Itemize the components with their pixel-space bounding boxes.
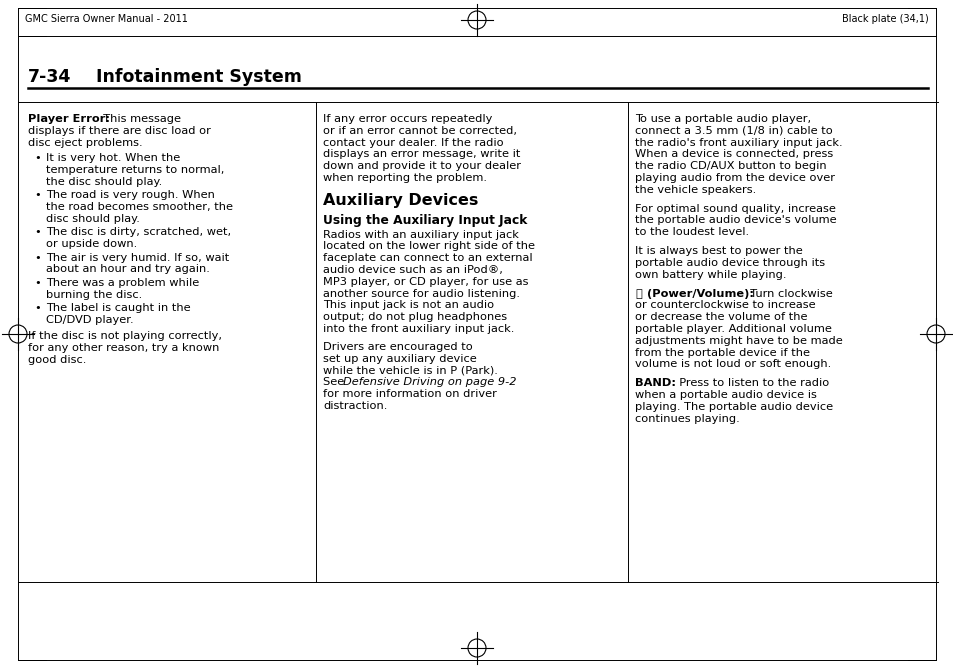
Text: displays if there are disc load or: displays if there are disc load or	[28, 126, 211, 136]
Text: •: •	[34, 227, 41, 237]
Text: good disc.: good disc.	[28, 355, 87, 365]
Text: If any error occurs repeatedly: If any error occurs repeatedly	[323, 114, 492, 124]
Text: portable player. Additional volume: portable player. Additional volume	[635, 324, 831, 334]
Text: Turn clockwise: Turn clockwise	[742, 289, 832, 299]
Text: •: •	[34, 153, 41, 163]
Text: The air is very humid. If so, wait: The air is very humid. If so, wait	[46, 253, 229, 263]
Text: Radios with an auxiliary input jack: Radios with an auxiliary input jack	[323, 230, 518, 240]
Text: the radio CD/AUX button to begin: the radio CD/AUX button to begin	[635, 161, 825, 171]
Text: Auxiliary Devices: Auxiliary Devices	[323, 193, 477, 208]
Text: burning the disc.: burning the disc.	[46, 290, 142, 300]
Text: the radio's front auxiliary input jack.: the radio's front auxiliary input jack.	[635, 138, 841, 148]
Text: from the portable device if the: from the portable device if the	[635, 347, 809, 357]
Text: playing. The portable audio device: playing. The portable audio device	[635, 402, 832, 412]
Text: This input jack is not an audio: This input jack is not an audio	[323, 301, 494, 311]
Text: for more information on driver: for more information on driver	[323, 389, 497, 399]
Text: There was a problem while: There was a problem while	[46, 278, 199, 288]
Text: portable audio device through its: portable audio device through its	[635, 258, 824, 268]
Text: The label is caught in the: The label is caught in the	[46, 303, 191, 313]
Text: into the front auxiliary input jack.: into the front auxiliary input jack.	[323, 324, 514, 334]
Text: See: See	[323, 377, 348, 387]
Text: or decrease the volume of the: or decrease the volume of the	[635, 312, 806, 322]
Text: adjustments might have to be made: adjustments might have to be made	[635, 336, 841, 346]
Text: The disc is dirty, scratched, wet,: The disc is dirty, scratched, wet,	[46, 227, 231, 237]
Text: disc eject problems.: disc eject problems.	[28, 138, 143, 148]
Text: It is very hot. When the: It is very hot. When the	[46, 153, 180, 163]
Text: when a portable audio device is: when a portable audio device is	[635, 390, 816, 400]
Text: Defensive Driving on page 9-2: Defensive Driving on page 9-2	[343, 377, 516, 387]
Text: another source for audio listening.: another source for audio listening.	[323, 289, 519, 299]
Text: the portable audio device's volume: the portable audio device's volume	[635, 216, 836, 226]
Text: disc should play.: disc should play.	[46, 214, 140, 224]
Text: contact your dealer. If the radio: contact your dealer. If the radio	[323, 138, 503, 148]
Text: MP3 player, or CD player, for use as: MP3 player, or CD player, for use as	[323, 277, 528, 287]
Text: Press to listen to the radio: Press to listen to the radio	[671, 378, 828, 388]
Text: Black plate (34,1): Black plate (34,1)	[841, 14, 928, 24]
Text: volume is not loud or soft enough.: volume is not loud or soft enough.	[635, 359, 830, 369]
Text: continues playing.: continues playing.	[635, 413, 739, 424]
Text: the vehicle speakers.: the vehicle speakers.	[635, 185, 756, 195]
Text: when reporting the problem.: when reporting the problem.	[323, 173, 486, 183]
Text: GMC Sierra Owner Manual - 2011: GMC Sierra Owner Manual - 2011	[25, 14, 188, 24]
Text: (Power/Volume):: (Power/Volume):	[646, 289, 753, 299]
Text: This message: This message	[96, 114, 181, 124]
Text: If the disc is not playing correctly,: If the disc is not playing correctly,	[28, 331, 222, 341]
Text: 7-34: 7-34	[28, 68, 71, 86]
Text: Player Error:: Player Error:	[28, 114, 110, 124]
Text: BAND:: BAND:	[635, 378, 676, 388]
Text: the road becomes smoother, the: the road becomes smoother, the	[46, 202, 233, 212]
Text: •: •	[34, 303, 41, 313]
Text: The road is very rough. When: The road is very rough. When	[46, 190, 214, 200]
Text: It is always best to power the: It is always best to power the	[635, 246, 801, 256]
Text: •: •	[34, 253, 41, 263]
Text: Using the Auxiliary Input Jack: Using the Auxiliary Input Jack	[323, 214, 527, 227]
Text: own battery while playing.: own battery while playing.	[635, 270, 785, 280]
Text: When a device is connected, press: When a device is connected, press	[635, 150, 832, 160]
Text: down and provide it to your dealer: down and provide it to your dealer	[323, 161, 520, 171]
Text: located on the lower right side of the: located on the lower right side of the	[323, 241, 535, 251]
Text: to the loudest level.: to the loudest level.	[635, 227, 748, 237]
Text: Drivers are encouraged to: Drivers are encouraged to	[323, 342, 473, 352]
Text: playing audio from the device over: playing audio from the device over	[635, 173, 834, 183]
Text: distraction.: distraction.	[323, 401, 387, 411]
Text: output; do not plug headphones: output; do not plug headphones	[323, 312, 507, 322]
Text: •: •	[34, 278, 41, 288]
Text: while the vehicle is in P (Park).: while the vehicle is in P (Park).	[323, 365, 497, 375]
Text: or if an error cannot be corrected,: or if an error cannot be corrected,	[323, 126, 517, 136]
Text: CD/DVD player.: CD/DVD player.	[46, 315, 133, 325]
Text: about an hour and try again.: about an hour and try again.	[46, 265, 210, 275]
Text: connect a 3.5 mm (1/8 in) cable to: connect a 3.5 mm (1/8 in) cable to	[635, 126, 832, 136]
Text: temperature returns to normal,: temperature returns to normal,	[46, 165, 224, 175]
Text: audio device such as an iPod®,: audio device such as an iPod®,	[323, 265, 502, 275]
Text: ⏻: ⏻	[635, 289, 641, 299]
Text: set up any auxiliary device: set up any auxiliary device	[323, 353, 476, 363]
Text: Infotainment System: Infotainment System	[96, 68, 301, 86]
Text: for any other reason, try a known: for any other reason, try a known	[28, 343, 219, 353]
Text: or counterclockwise to increase: or counterclockwise to increase	[635, 301, 815, 311]
Text: To use a portable audio player,: To use a portable audio player,	[635, 114, 810, 124]
Text: For optimal sound quality, increase: For optimal sound quality, increase	[635, 204, 835, 214]
Text: displays an error message, write it: displays an error message, write it	[323, 150, 519, 160]
Text: •: •	[34, 190, 41, 200]
Text: faceplate can connect to an external: faceplate can connect to an external	[323, 253, 532, 263]
Text: or upside down.: or upside down.	[46, 239, 137, 249]
Text: the disc should play.: the disc should play.	[46, 176, 162, 186]
